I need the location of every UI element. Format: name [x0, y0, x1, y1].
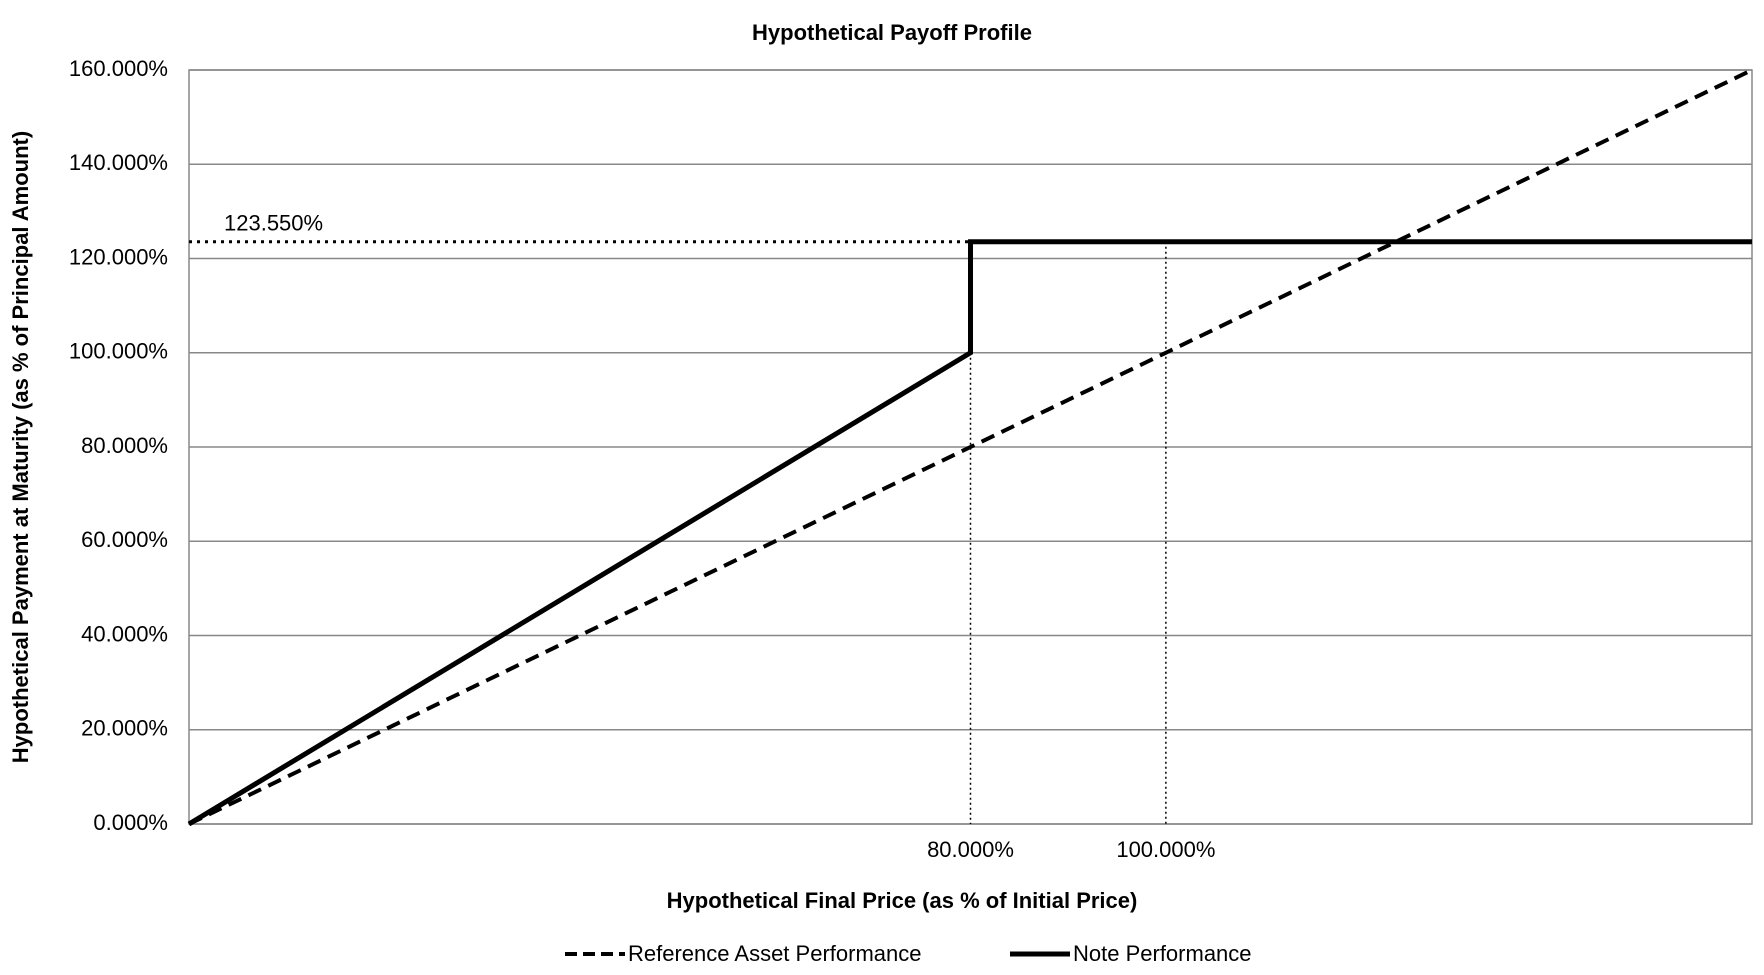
x-tick-label: 80.000%: [927, 837, 1014, 862]
series-line: [188, 68, 1753, 826]
x-tick-label: 100.000%: [1116, 837, 1215, 862]
y-tick-label: 40.000%: [81, 621, 168, 646]
series-line: [187, 239, 1752, 827]
chart-title: Hypothetical Payoff Profile: [752, 20, 1032, 45]
y-tick-label: 20.000%: [81, 716, 168, 741]
y-tick-label: 100.000%: [69, 339, 168, 364]
y-tick-label: 120.000%: [69, 244, 168, 269]
legend-label: Note Performance: [1073, 941, 1252, 966]
y-tick-label: 60.000%: [81, 527, 168, 552]
y-tick-label: 160.000%: [69, 56, 168, 81]
y-tick-label: 80.000%: [81, 433, 168, 458]
annotation-label: 123.550%: [224, 211, 323, 236]
y-axis-title: Hypothetical Payment at Maturity (as % o…: [8, 131, 33, 763]
x-axis-title: Hypothetical Final Price (as % of Initia…: [667, 888, 1138, 913]
y-tick-label: 0.000%: [93, 810, 168, 835]
legend-label: Reference Asset Performance: [628, 941, 921, 966]
y-tick-label: 140.000%: [69, 150, 168, 175]
